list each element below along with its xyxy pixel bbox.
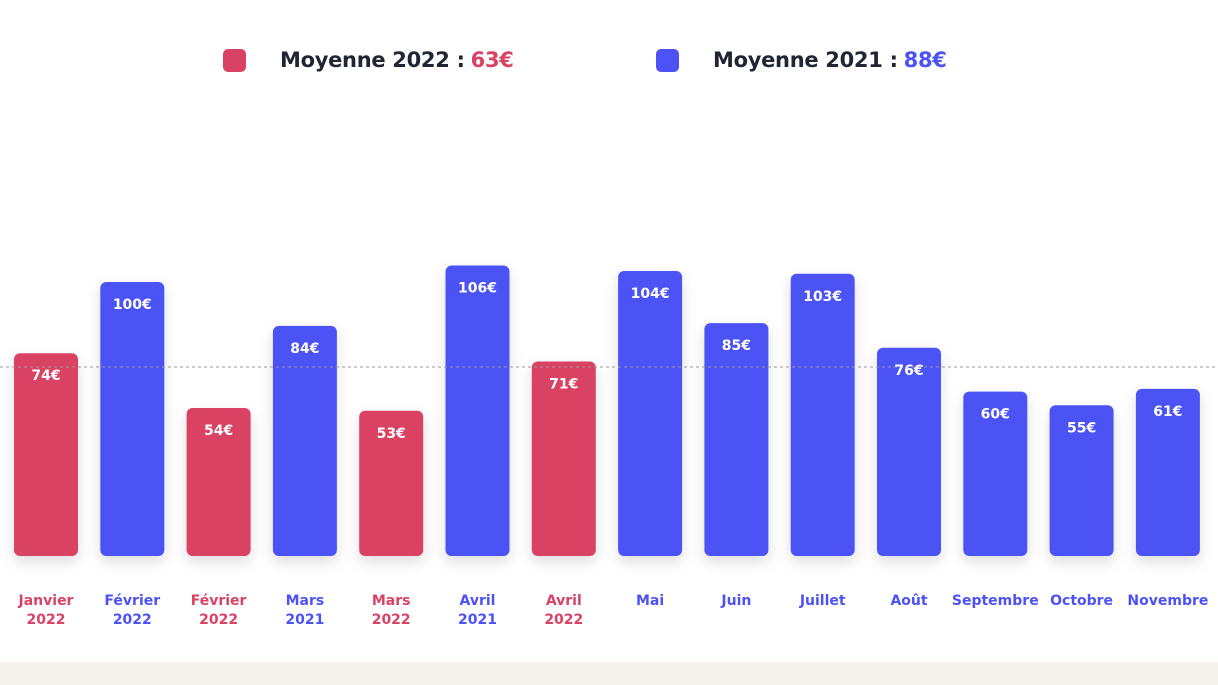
footer-band — [0, 662, 1218, 685]
bar-value-label-8: 85€ — [722, 338, 751, 354]
x-label-line1-5: Avril — [460, 593, 496, 609]
x-label-line2-0: 2022 — [27, 612, 66, 628]
bar-value-label-1: 100€ — [113, 297, 152, 313]
bar-6 — [531, 361, 596, 556]
x-label-line1-13: Novembre — [1127, 593, 1208, 609]
bar-value-label-13: 61€ — [1153, 404, 1182, 420]
bar-8 — [704, 323, 769, 556]
bar-value-label-11: 60€ — [981, 407, 1010, 423]
bar-0 — [14, 353, 78, 556]
bar-chart: 74€ 100€ 54€ 84€ 53€ 106€ 71€ 104€ 85€ 103€ 76€ 60€… — [0, 265, 1218, 628]
x-label-line1-12: Octobre — [1050, 593, 1113, 609]
bars-group — [14, 265, 1200, 556]
x-label-line1-0: Janvier — [18, 593, 74, 609]
bar-value-label-0: 74€ — [31, 368, 60, 384]
bar-value-label-5: 106€ — [458, 281, 497, 297]
x-label-line1-6: Avril — [546, 593, 582, 609]
bar-1 — [100, 282, 165, 556]
bar-value-label-9: 103€ — [803, 289, 842, 305]
x-label-line1-11: Septembre — [952, 593, 1039, 609]
bar-5 — [445, 265, 510, 556]
bar-2 — [186, 408, 251, 556]
x-label-line1-9: Juillet — [799, 593, 846, 609]
bar-value-label-12: 55€ — [1067, 420, 1096, 436]
legend-item-2022: Moyenne 2022 : 63€ — [223, 40, 514, 80]
bar-10 — [877, 347, 941, 556]
legend-item-2021: Moyenne 2021 : 88€ — [656, 40, 947, 80]
value-labels-group: 74€ 100€ 54€ 84€ 53€ 106€ 71€ 104€ 85€ 103€ 76€ 60€… — [31, 281, 1182, 442]
bar-value-label-4: 53€ — [377, 426, 406, 442]
x-label-line1-7: Mai — [636, 593, 664, 609]
x-label-line1-4: Mars — [372, 593, 411, 609]
bar-value-label-2: 54€ — [204, 423, 233, 439]
bar-12 — [1049, 405, 1114, 556]
x-axis-labels: Janvier 2022 Février 2022 Février 2022 Mars 202… — [18, 593, 1209, 628]
bar-13 — [1135, 388, 1200, 556]
legend-label-2022: Moyenne 2022 : — [280, 48, 465, 72]
x-label-line1-10: Août — [890, 593, 927, 609]
bar-9 — [790, 273, 855, 556]
bar-3 — [272, 325, 337, 556]
x-label-line1-1: Février — [104, 593, 160, 609]
legend-value-2022: 63€ — [470, 48, 514, 72]
x-label-line2-1: 2022 — [113, 612, 152, 628]
bar-value-label-3: 84€ — [290, 341, 319, 357]
x-label-line1-3: Mars — [286, 593, 325, 609]
bar-value-label-7: 104€ — [631, 286, 670, 302]
x-label-line2-4: 2022 — [372, 612, 411, 628]
bar-value-label-6: 71€ — [549, 376, 578, 392]
chart-legend: Moyenne 2022 : 63€ Moyenne 2021 : 88€ — [0, 40, 1218, 80]
bar-value-label-10: 76€ — [894, 363, 923, 379]
x-label-line2-2: 2022 — [199, 612, 238, 628]
bar-11 — [963, 391, 1028, 556]
x-label-line1-2: Février — [191, 593, 247, 609]
x-label-line1-8: Juin — [720, 593, 751, 609]
legend-swatch-2021 — [656, 48, 679, 72]
legend-swatch-2022 — [223, 48, 246, 72]
legend-label-2021: Moyenne 2021 : — [713, 48, 898, 72]
x-label-line2-6: 2022 — [544, 612, 583, 628]
x-label-line2-3: 2021 — [285, 612, 324, 628]
bar-7 — [618, 271, 683, 556]
legend-value-2021: 88€ — [903, 48, 947, 72]
bar-4 — [359, 410, 424, 556]
x-label-line2-5: 2021 — [458, 612, 497, 628]
